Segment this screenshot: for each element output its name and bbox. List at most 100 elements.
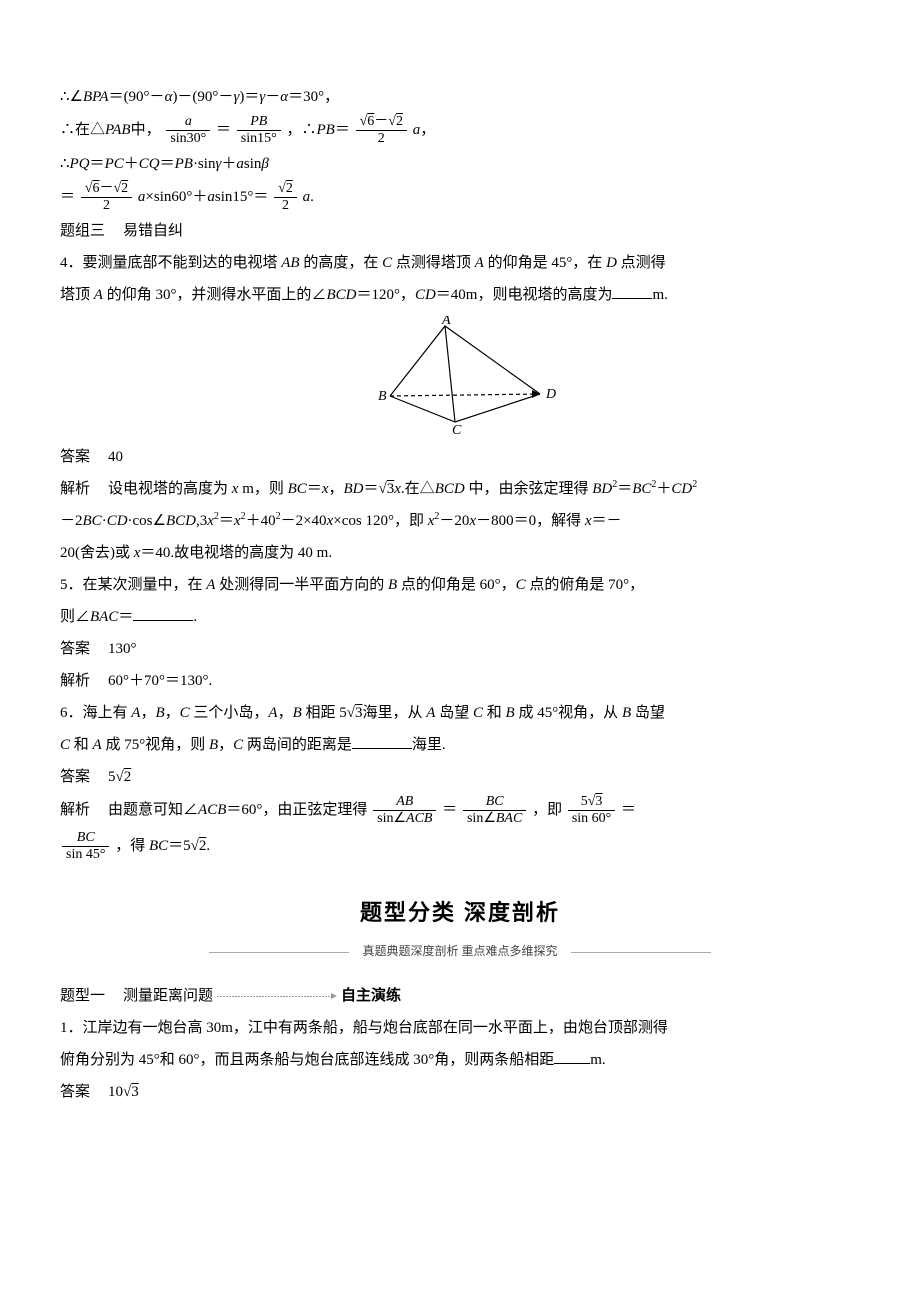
t: sin	[244, 156, 262, 172]
t: ＝5	[168, 838, 191, 854]
t: PB	[317, 122, 335, 138]
t: 设电视塔的高度为	[108, 481, 232, 497]
t: 4．要测量底部不能到达的电视塔	[60, 255, 281, 271]
t: ·cos∠	[128, 513, 166, 529]
t: 俯角分别为 45°和 60°，而且两条船与炮台底部连线成 30°角，则两条船相距	[60, 1052, 554, 1068]
t: x	[207, 513, 214, 529]
t: BD	[592, 481, 612, 497]
t: －2×40	[281, 513, 327, 529]
t: ＝	[90, 156, 105, 172]
t: 10	[108, 1084, 123, 1100]
line-pq: ∴PQ＝PC＋CQ＝PB·sinγ＋asinβ	[60, 149, 860, 179]
t: C	[60, 737, 70, 753]
t: 题型分类 深度剖析	[360, 900, 560, 925]
q5-l1: 5．在某次测量中，在 A 处测得同一半平面方向的 B 点的仰角是 60°，C 点…	[60, 570, 860, 600]
t: ＝	[60, 189, 75, 205]
t: ∴∠	[60, 89, 83, 105]
t: 答案	[60, 449, 90, 465]
t: C	[473, 705, 483, 721]
frac: √6－√22	[356, 114, 407, 147]
t: 3	[131, 1084, 139, 1100]
figure-q4: A B C D	[60, 316, 860, 436]
t: 5．在某次测量中，在	[60, 577, 206, 593]
line-result: ＝ √6－√22 a×sin60°＋asin15°＝ √22 a.	[60, 181, 860, 214]
t: 测量距离问题	[123, 988, 213, 1004]
frac: √22	[274, 181, 297, 214]
t: PAB	[105, 122, 131, 138]
a6: 答案5√2	[60, 762, 860, 792]
t: sin∠	[377, 811, 406, 826]
t: 3	[595, 794, 602, 809]
t: ＝60°，由正弦定理得	[226, 802, 367, 818]
t: 2	[121, 181, 128, 196]
q6-l1: 6．海上有 A，B，C 三个小岛，A，B 相距 5√3海里，从 A 岛望 C 和…	[60, 698, 860, 728]
t: ＝(90°－	[109, 89, 165, 105]
frac: ABsin∠ACB	[373, 794, 436, 827]
topic-row: 题型一测量距离问题自主演练	[60, 981, 860, 1011]
t: －	[374, 114, 388, 129]
t: 题型一	[60, 988, 105, 1004]
t: A	[94, 287, 103, 303]
t: 和	[70, 737, 93, 753]
t: 20(舍去)或	[60, 545, 134, 561]
t: BCD	[326, 287, 356, 303]
t: 2	[274, 198, 297, 214]
q4-line2: 塔顶 A 的仰角 30°，并测得水平面上的∠BCD＝120°，CD＝40m，则电…	[60, 280, 860, 310]
t: 2	[286, 181, 293, 196]
t: B	[506, 705, 515, 721]
label-B: B	[378, 389, 387, 404]
t: －	[265, 89, 280, 105]
t: BAC	[496, 811, 522, 826]
t: x	[234, 513, 241, 529]
t: ，	[328, 481, 343, 497]
label-D: D	[545, 387, 556, 402]
t: B	[293, 705, 302, 721]
t: PC	[105, 156, 124, 172]
q5-l2: 则∠BAC＝.	[60, 602, 860, 632]
t: ·sin	[193, 156, 216, 172]
t: 塔顶	[60, 287, 94, 303]
t: 2	[356, 131, 407, 147]
t: BCD	[435, 481, 465, 497]
frac: √6－√22	[81, 181, 132, 214]
t: m，则	[238, 481, 287, 497]
t: －2	[60, 513, 83, 529]
t: A	[475, 255, 484, 271]
t: 6．海上有	[60, 705, 131, 721]
t: PB	[175, 156, 193, 172]
t: B	[622, 705, 631, 721]
t: 题组三	[60, 223, 105, 239]
frac: PBsin15°	[237, 114, 281, 147]
t: 点的俯角是 70°，	[526, 577, 645, 593]
t: sin 60°	[568, 811, 615, 827]
t: BAC	[90, 609, 118, 625]
t: ACB	[406, 811, 432, 826]
t: sin15°	[237, 131, 281, 147]
t: 岛望	[631, 705, 665, 721]
t: ＝	[307, 481, 322, 497]
t: CD	[107, 513, 128, 529]
t: 答案	[60, 1084, 90, 1100]
t: 答案	[60, 641, 90, 657]
t: BC	[149, 838, 168, 854]
t: ，	[278, 705, 293, 721]
t: 成 45°视角，从	[515, 705, 622, 721]
frac: asin30°	[166, 114, 210, 147]
t: A	[268, 705, 277, 721]
section-subtitle: 真题典题深度剖析 重点难点多维探究	[60, 939, 860, 963]
t: 解析	[60, 481, 90, 497]
t: sin30°	[166, 131, 210, 147]
t: C	[516, 577, 526, 593]
t: 岛望	[435, 705, 473, 721]
t: CQ	[139, 156, 160, 172]
t: sin15°＝	[215, 189, 269, 205]
t: sin 45°	[62, 847, 109, 863]
t: －20	[439, 513, 469, 529]
t: ＝	[335, 122, 350, 138]
t: )＝	[239, 89, 259, 105]
t: 海里，从	[363, 705, 427, 721]
t: ∴在△	[60, 122, 105, 138]
t: ＝	[216, 122, 231, 138]
t: .在△	[401, 481, 435, 497]
t: a	[207, 189, 215, 205]
